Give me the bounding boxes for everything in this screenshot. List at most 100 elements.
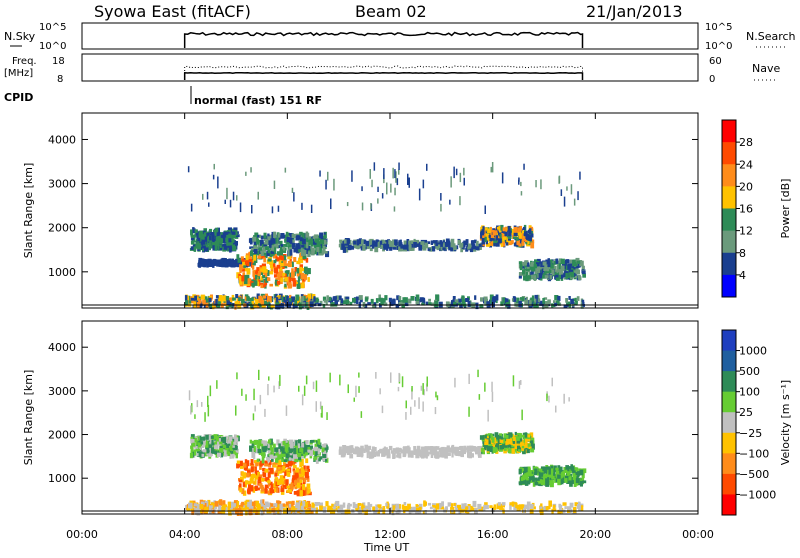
data-cell: [295, 294, 300, 301]
data-cell: [235, 262, 239, 267]
data-cell: [250, 505, 254, 510]
data-cell: [396, 241, 400, 246]
data-cell: [266, 302, 270, 306]
data-cell: [251, 282, 255, 287]
data-cell: [447, 242, 452, 247]
data-cell: [308, 236, 312, 240]
data-cell: [190, 297, 195, 302]
data-cell: [314, 234, 319, 239]
data-cell: [455, 245, 459, 250]
data-cell: [445, 453, 448, 458]
data-cell: [577, 471, 580, 477]
data-cell: [276, 479, 281, 485]
data-cell: [276, 257, 280, 262]
data-cell: [582, 480, 587, 484]
data-cell: [193, 301, 197, 308]
data-cell: [567, 506, 571, 511]
data-cell: [238, 478, 241, 481]
data-cell: [366, 506, 371, 509]
data-cell: [403, 244, 408, 250]
data-cell: [247, 480, 252, 485]
data-cell: [340, 450, 345, 454]
data-cell: [347, 245, 352, 251]
data-cell: [439, 450, 443, 457]
data-cell: [294, 456, 299, 463]
data-cell: [423, 389, 425, 396]
data-cell: [576, 296, 580, 301]
data-cell: [239, 278, 243, 285]
data-cell: [200, 444, 204, 448]
data-cell: [291, 261, 294, 268]
data-cell: [508, 435, 513, 442]
data-cell: [435, 242, 438, 247]
data-cell: [245, 253, 250, 257]
data-cell: [429, 506, 433, 510]
data-cell: [301, 458, 304, 466]
data-cell: [195, 448, 201, 452]
data-cell: [234, 442, 238, 447]
data-cell: [241, 388, 243, 396]
data-cell: [266, 250, 270, 257]
data-cell: [358, 372, 360, 378]
data-cell: [370, 452, 374, 456]
data-cell: [258, 253, 262, 259]
data-cell: [388, 240, 391, 245]
data-cell: [342, 449, 346, 456]
data-cell: [483, 504, 487, 509]
data-cell: [248, 484, 252, 488]
data-cell: [468, 243, 472, 249]
data-cell: [305, 489, 309, 496]
data-cell: [518, 300, 522, 308]
data-cell: [311, 502, 314, 508]
data-cell: [576, 260, 581, 264]
data-cell: [216, 261, 221, 264]
data-cell: [507, 241, 512, 246]
data-cell: [361, 186, 363, 192]
data-cell: [543, 297, 548, 300]
data-cell: [529, 266, 534, 270]
data-cell: [236, 501, 240, 507]
data-cell: [302, 253, 307, 260]
data-cell: [234, 241, 237, 245]
data-cell: [518, 504, 523, 510]
data-cell: [267, 258, 272, 262]
data-cell: [426, 163, 428, 171]
data-cell: [275, 301, 280, 305]
data-cell: [441, 501, 444, 507]
data-cell: [225, 237, 229, 243]
data-cell: [232, 246, 237, 251]
data-cell: [381, 451, 386, 457]
data-cell: [202, 299, 205, 306]
data-cell: [297, 470, 302, 474]
data-cell: [269, 246, 272, 250]
data-cell: [522, 468, 525, 473]
data-cell: [485, 433, 490, 438]
data-cell: [526, 501, 531, 506]
data-cell: [318, 445, 322, 449]
data-cell: [255, 448, 258, 453]
data-cell: [294, 486, 298, 490]
data-cell: [195, 510, 198, 515]
data-cell: [301, 296, 305, 302]
data-cell: [249, 237, 252, 244]
data-cell: [289, 442, 294, 449]
data-cell: [186, 295, 190, 301]
data-cell: [284, 167, 287, 173]
data-cell: [511, 448, 515, 454]
data-cell: [408, 244, 412, 250]
data-cell: [250, 466, 254, 473]
data-cell: [534, 477, 538, 483]
data-cell: [440, 203, 442, 212]
data-cell: [551, 269, 555, 275]
data-cell: [432, 503, 437, 506]
data-cell: [325, 301, 328, 305]
data-cell: [426, 376, 428, 387]
data-cell: [263, 271, 268, 278]
data-cell: [292, 475, 297, 480]
data-cell: [536, 298, 540, 304]
data-cell: [582, 273, 586, 278]
data-cell: [260, 489, 264, 494]
data-cell: [524, 240, 529, 244]
data-cell: [264, 484, 269, 489]
